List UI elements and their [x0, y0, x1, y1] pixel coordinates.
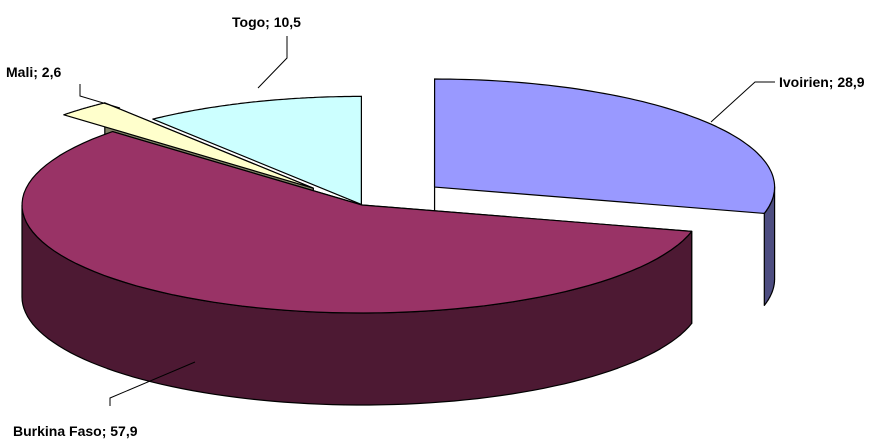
- slice-label-burkina-faso: Burkina Faso; 57,9: [13, 423, 138, 439]
- pie-slices: [21, 78, 776, 406]
- leader-lines: [79, 36, 775, 406]
- slice-ivoirien: [433, 78, 776, 306]
- leader-line-burkina-faso: [109, 361, 196, 406]
- leader-line-ivoirien: [710, 81, 775, 123]
- slice-mali-top: [63, 102, 314, 189]
- slice-label-ivoirien: Ivoirien; 28,9: [779, 74, 865, 90]
- leader-line-togo: [257, 36, 288, 89]
- slice-ivoirien-top: [433, 78, 776, 214]
- slice-togo-top: [152, 95, 362, 205]
- slice-label-togo: Togo; 10,5: [232, 14, 301, 30]
- slice-burkina-faso-top: [21, 131, 693, 314]
- slice-labels: Ivoirien; 28,9 Burkina Faso; 57,9 Mali; …: [6, 14, 865, 439]
- slice-burkina-faso: [21, 131, 693, 406]
- slice-label-mali: Mali; 2,6: [6, 64, 61, 80]
- leader-line-mali: [79, 84, 121, 109]
